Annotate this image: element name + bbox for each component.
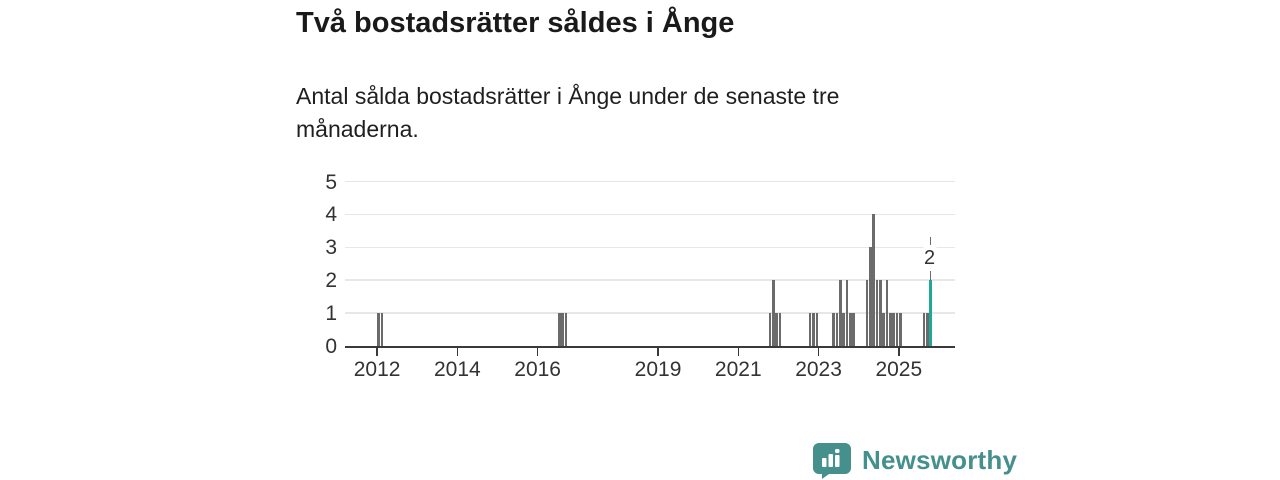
chart-title: Två bostadsrätter såldes i Ånge xyxy=(296,7,735,39)
bar xyxy=(812,313,815,346)
bar xyxy=(377,313,381,346)
bar xyxy=(380,313,384,346)
x-axis-tick xyxy=(536,348,539,356)
bar xyxy=(815,313,819,346)
bar xyxy=(875,280,879,346)
x-axis-tick xyxy=(737,348,740,356)
bar xyxy=(869,247,872,346)
bar xyxy=(775,313,779,346)
x-axis-tick xyxy=(456,348,459,356)
bar xyxy=(922,313,926,346)
gridline xyxy=(345,279,955,281)
bar xyxy=(845,280,849,346)
bar xyxy=(879,280,882,346)
x-axis-tick xyxy=(657,348,659,356)
x-axis-tick xyxy=(817,348,820,356)
gridline xyxy=(345,180,955,183)
chart-subtitle: Antal sålda bostadsrätter i Ånge under d… xyxy=(296,83,840,142)
bar xyxy=(808,313,812,346)
bar xyxy=(849,313,852,346)
bar xyxy=(832,313,835,346)
bar xyxy=(842,313,845,346)
bar xyxy=(925,313,929,346)
bar xyxy=(838,280,842,346)
gridline xyxy=(345,213,955,216)
bar xyxy=(892,313,896,346)
newsworthy-logo: Newsworthy xyxy=(812,442,1017,479)
bar-highlight xyxy=(929,280,932,346)
bar xyxy=(852,313,855,346)
x-axis-label: 2012 xyxy=(353,358,401,381)
bar xyxy=(882,313,886,346)
annotation-value-label: 2 xyxy=(923,245,937,271)
x-axis-label: 2016 xyxy=(514,358,561,381)
bar xyxy=(899,313,902,346)
bar xyxy=(772,280,775,346)
x-axis-line xyxy=(345,345,955,348)
bar xyxy=(778,313,782,346)
x-axis-label: 2025 xyxy=(875,358,923,381)
y-axis-label: 2 xyxy=(325,269,337,293)
bar xyxy=(872,214,876,346)
bar xyxy=(564,313,568,346)
bar xyxy=(865,280,869,346)
x-axis-tick xyxy=(376,348,378,356)
x-axis-label: 2023 xyxy=(795,358,842,381)
bar xyxy=(889,313,892,346)
x-axis-label: 2014 xyxy=(434,358,481,381)
gridline xyxy=(345,312,955,314)
y-axis-label: 5 xyxy=(325,170,337,194)
x-axis-label: 2019 xyxy=(634,358,682,381)
bar xyxy=(885,280,889,346)
bar xyxy=(768,313,772,346)
gridline xyxy=(345,246,955,249)
newsworthy-logo-text: Newsworthy xyxy=(862,445,1018,475)
x-axis-label: 2021 xyxy=(714,358,762,381)
x-axis-tick xyxy=(898,348,900,356)
bar xyxy=(835,313,839,346)
y-axis-label: 3 xyxy=(325,236,337,260)
bar xyxy=(895,313,899,346)
newsworthy-logo-icon xyxy=(812,442,852,479)
y-axis-label: 4 xyxy=(325,203,337,227)
y-axis-label: 1 xyxy=(325,302,337,326)
bar xyxy=(561,313,564,346)
bar xyxy=(558,313,561,346)
y-axis-label: 0 xyxy=(325,335,337,358)
